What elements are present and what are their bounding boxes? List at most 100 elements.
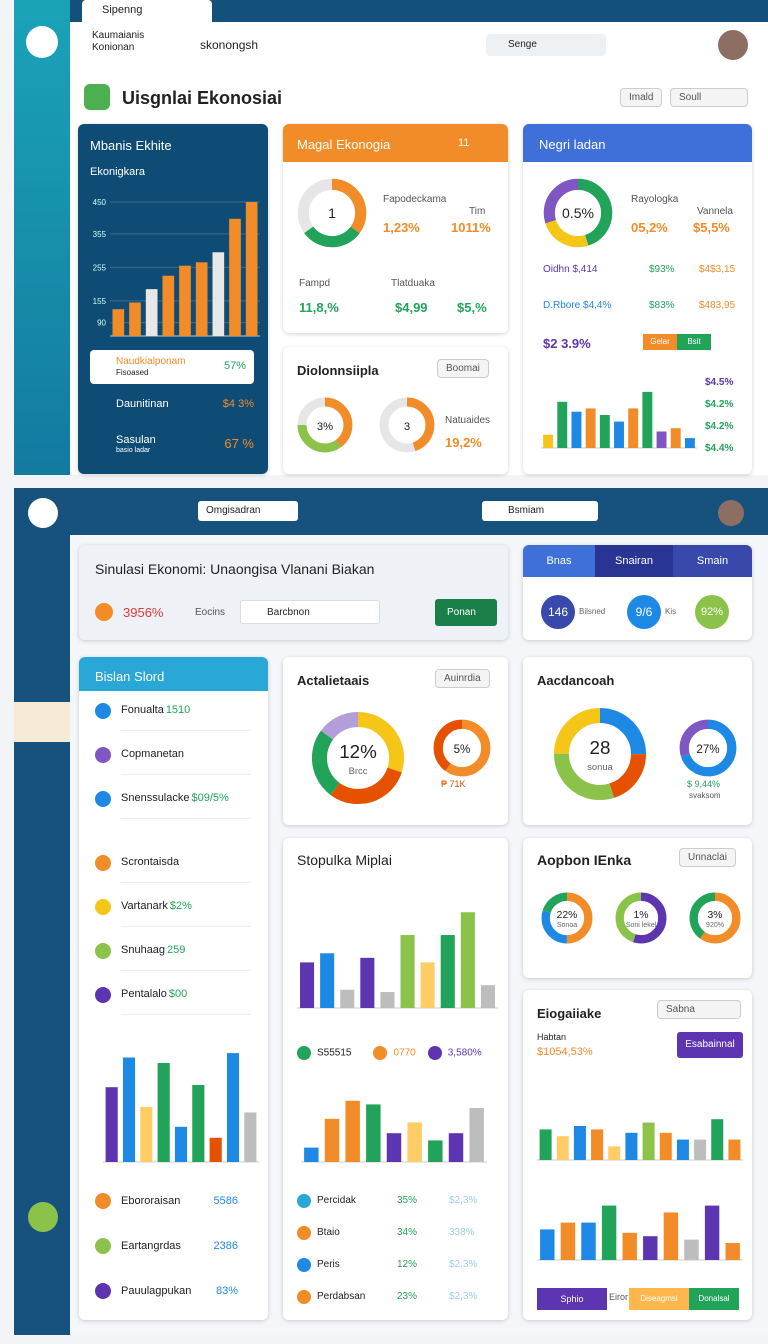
logo[interactable] (26, 26, 58, 58)
action[interactable]: Imald (620, 88, 663, 107)
tab[interactable]: Sipenng (82, 0, 212, 22)
button[interactable]: Donalsal (689, 1288, 739, 1310)
bar (112, 309, 125, 336)
donut: 22%Sonoa (541, 892, 593, 944)
bar (157, 1063, 170, 1162)
bar (670, 428, 681, 448)
avatar[interactable] (718, 500, 744, 526)
bar (625, 1132, 638, 1160)
list-item[interactable]: Copmanetan (121, 748, 251, 775)
list-item[interactable]: Vartanark $2% (121, 900, 251, 927)
button[interactable]: Eiror (609, 1292, 629, 1302)
side-value: $4.4% (705, 443, 734, 454)
legend-label: 3,580% (447, 1047, 482, 1059)
donut: 3%920% (689, 892, 741, 944)
dropdown[interactable]: Sabna (657, 1000, 741, 1019)
bar (659, 1132, 672, 1160)
list-item[interactable]: Scrontaisda (121, 856, 251, 883)
panel-title: Aopbon IEnka (537, 852, 632, 868)
bar (601, 1205, 617, 1260)
item-value: 259 (167, 944, 186, 956)
nav-active[interactable] (14, 702, 70, 742)
bar (304, 1147, 319, 1162)
button[interactable]: Ponan (435, 599, 497, 626)
panel-title: Diolonnsiipla (297, 363, 379, 378)
stat-value: 05,2% (631, 220, 668, 235)
panel: Magal Ekonogia 11 1 Fapodeckama 1,23% Ti… (283, 124, 508, 333)
item-label: Vartanark (121, 900, 168, 912)
row-value: $83% (649, 300, 675, 311)
tab[interactable]: Snairan (595, 545, 673, 577)
bar-chart (537, 1205, 743, 1261)
avatar[interactable] (718, 30, 748, 60)
dropdown[interactable]: Unnaclai (679, 848, 736, 867)
search[interactable]: Omgisadran (198, 501, 298, 521)
item-icon (95, 855, 111, 871)
stat-value: 1,23% (383, 220, 420, 235)
list-item[interactable]: Fonualta 1510 (121, 704, 251, 731)
bar (684, 438, 695, 448)
donut-sub: Soni lekel (626, 922, 657, 929)
item-label: Scrontaisda (121, 856, 180, 868)
list-item[interactable]: Snenssulacke $09/5% (121, 792, 251, 819)
bar (324, 1118, 340, 1162)
row-value: 12% (397, 1259, 418, 1270)
label: Habtan (537, 1032, 567, 1042)
tab[interactable]: Bnas (523, 545, 595, 577)
donut-center: 0.5% (562, 205, 594, 221)
panel: Stopulka Miplai S55515 0770 3,580% Percida… (283, 838, 508, 1320)
item-value: $4 3% (222, 398, 254, 410)
bar (725, 1243, 740, 1260)
donut: 28 sonua (553, 707, 647, 801)
nav-bottom[interactable] (28, 1202, 58, 1232)
row-icon (297, 1258, 311, 1272)
panel-header (523, 124, 752, 162)
stat-label: Vannela (697, 206, 733, 217)
stat-value: $5,5% (693, 220, 730, 235)
item-label: Sasulan (116, 434, 156, 446)
brand-subtitle: Konionan (92, 42, 135, 53)
list-item[interactable]: Pentalalo $00 (121, 988, 251, 1015)
bar (244, 1112, 257, 1162)
list-item[interactable]: Snuhaag 259 (121, 944, 251, 971)
bar (622, 1232, 637, 1260)
tag[interactable]: Gelar (643, 334, 677, 350)
search[interactable]: Senge (486, 34, 606, 56)
bar (428, 1140, 443, 1162)
bar (245, 202, 258, 336)
breadcrumb[interactable]: skonongsh (200, 38, 259, 52)
item-value: 83% (215, 1285, 238, 1297)
item-value: 2386 (213, 1240, 238, 1252)
button[interactable]: Diseagmsi (629, 1288, 689, 1310)
note: $ 9,44% (687, 779, 721, 789)
donut-segment (541, 892, 593, 944)
bar-chart (103, 1053, 259, 1163)
stat-label: Fapodeckama (383, 194, 447, 205)
user-search[interactable]: Bsmiam (482, 501, 598, 521)
row-label: Fampd (299, 278, 331, 289)
filter[interactable]: Eocins (195, 607, 226, 618)
tag[interactable]: Bsit (677, 334, 711, 350)
tab[interactable]: Smain (673, 545, 752, 577)
side-value: $4.2% (705, 421, 734, 432)
donut-sub: sonua (587, 761, 613, 772)
action[interactable]: Soull (670, 88, 748, 107)
logo[interactable] (28, 498, 58, 528)
panel: Sinulasi Ekonomi: Unaongisa Vlanani Biak… (79, 545, 508, 640)
donut: 1%Soni lekel (615, 892, 667, 944)
item[interactable]: Naudkialponam Fisoased 57% (90, 350, 254, 384)
side-values: $4.5% $4.2% $4.2% $4.4% (705, 372, 733, 460)
bar (386, 1133, 402, 1162)
row-icon (297, 1194, 311, 1208)
item-icon (95, 791, 111, 807)
input[interactable]: Barcbnon (240, 600, 380, 624)
row-value: $2,3% (449, 1195, 478, 1206)
side-value: $4.2% (705, 399, 734, 410)
dropdown[interactable]: Boomai (437, 359, 489, 378)
button[interactable]: Sphio (537, 1288, 607, 1310)
button[interactable]: Esabainnal (677, 1032, 743, 1058)
bar-chart (541, 391, 697, 449)
dropdown[interactable]: Auinrdia (435, 669, 490, 688)
bar (663, 1212, 679, 1260)
